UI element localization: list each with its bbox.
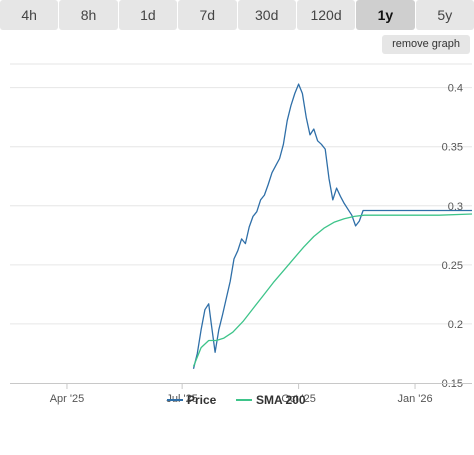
x-tick-label: Jan '26 xyxy=(397,393,432,405)
chart-legend[interactable]: Price SMA 200 xyxy=(167,393,306,407)
tab-8h[interactable]: 8h xyxy=(59,0,118,30)
price-chart: 0.150.20.250.30.350.4 Apr '25Jul '25Oct … xyxy=(10,63,473,407)
plot-series xyxy=(192,83,473,369)
legend-item-sma-200[interactable]: SMA 200 xyxy=(236,393,306,407)
y-tick-label: 0.25 xyxy=(442,260,463,272)
tab-1d[interactable]: 1d xyxy=(118,0,178,30)
y-axis-labels: 0.150.20.250.30.350.4 xyxy=(442,83,463,390)
legend-label: Price xyxy=(187,393,217,407)
tab-1y[interactable]: 1y xyxy=(356,0,415,30)
tab-30d[interactable]: 30d xyxy=(237,0,296,30)
sma-200-line xyxy=(192,213,473,367)
grid-lines xyxy=(10,63,472,325)
tab-4h[interactable]: 4h xyxy=(0,0,59,30)
price-line xyxy=(192,83,472,369)
tab-7d[interactable]: 7d xyxy=(178,0,237,30)
timeframe-tabs: 4h 8h 1d 7d 30d 120d 1y 5y xyxy=(0,0,474,30)
y-tick-label: 0.2 xyxy=(448,319,463,331)
legend-item-price[interactable]: Price xyxy=(167,393,217,407)
x-tick-label: Apr '25 xyxy=(50,393,85,405)
y-tick-label: 0.3 xyxy=(448,201,463,213)
tab-5y[interactable]: 5y xyxy=(415,0,474,30)
x-tick-label: Oct '25 xyxy=(281,393,316,405)
legend-label: SMA 200 xyxy=(256,393,306,407)
y-tick-label: 0.4 xyxy=(448,83,463,95)
y-tick-label: 0.35 xyxy=(442,142,463,154)
remove-graph-button[interactable]: remove graph xyxy=(382,35,470,54)
tab-120d[interactable]: 120d xyxy=(296,0,356,30)
